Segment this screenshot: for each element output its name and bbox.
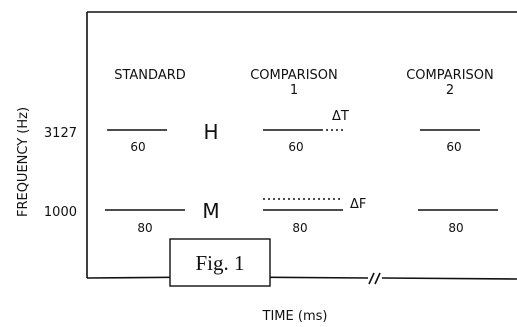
figure-caption: Fig. 1 (195, 251, 244, 275)
frequency-label-low: 1000 (44, 205, 77, 220)
duration-label-comparison-2-low: 80 (448, 221, 463, 235)
column-number-comparison-2: 2 (446, 83, 454, 98)
frequency-label-high: 3127 (44, 126, 77, 141)
y-axis-label: FREQUENCY (Hz) (16, 107, 31, 217)
frame-bottom (86, 276, 517, 280)
figure-caption-box (169, 238, 271, 287)
column-title-standard: STANDARD (114, 68, 186, 83)
tone-letter-high: H (203, 120, 218, 144)
column-number-comparison-1: 1 (290, 83, 298, 98)
duration-label-comparison-2-high: 60 (446, 140, 461, 154)
duration-label-standard-low: 80 (137, 221, 152, 235)
duration-label-standard-high: 60 (130, 140, 145, 154)
column-title-comparison-1: COMPARISON (250, 68, 338, 83)
duration-label-comparison-1-high: 60 (288, 140, 303, 154)
tone-letter-low: M (202, 199, 219, 223)
duration-label-comparison-1-low: 80 (292, 221, 307, 235)
x-axis-label: TIME (ms) (262, 309, 328, 324)
delta-time-label: ΔT (332, 109, 349, 124)
column-title-comparison-2: COMPARISON (406, 68, 494, 83)
axis-break-mark (368, 272, 381, 285)
delta-frequency-label: ΔF (350, 197, 366, 212)
